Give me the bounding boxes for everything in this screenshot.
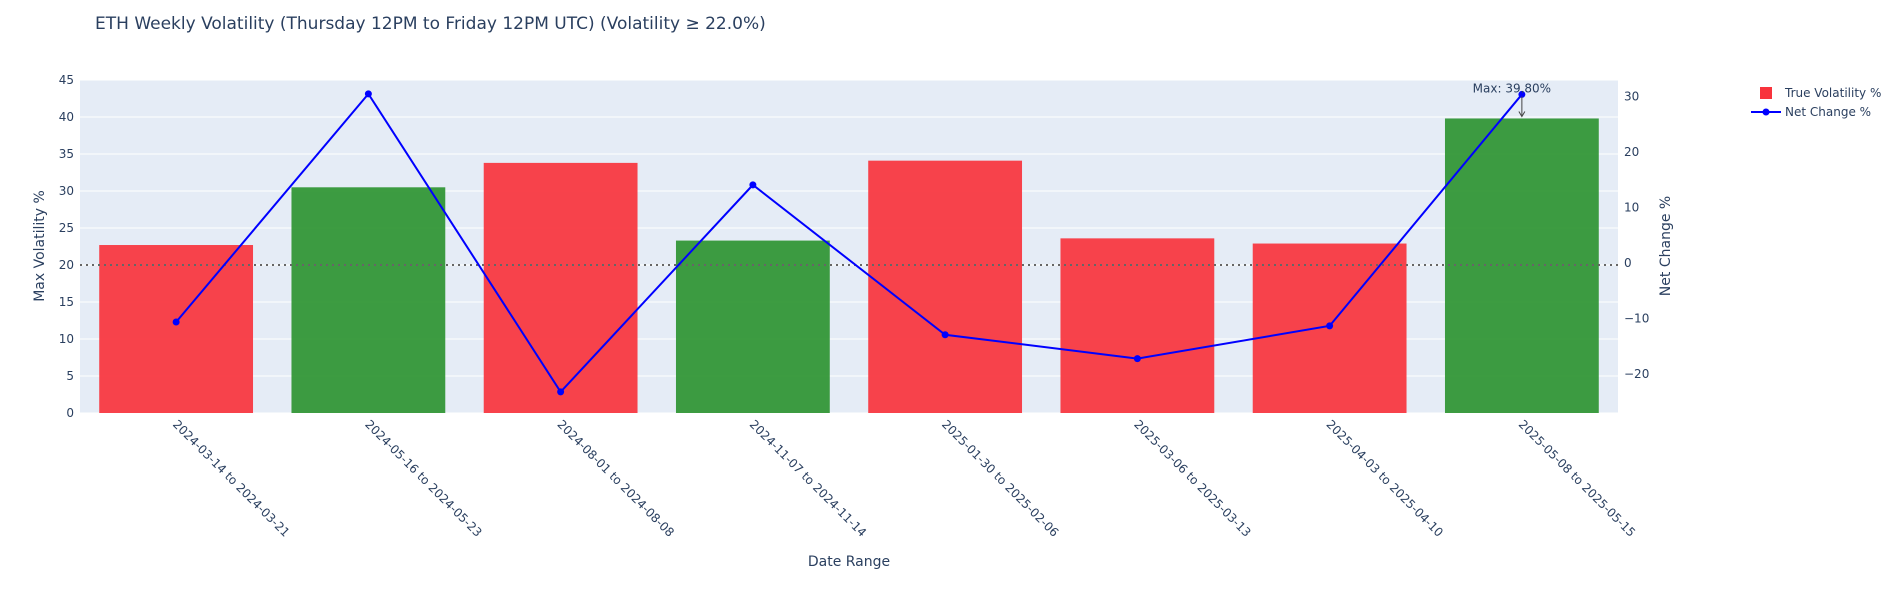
x-tick-label: 2025-04-03 to 2025-04-10	[1324, 417, 1446, 539]
y2-axis-title: Net Change %	[1658, 196, 1674, 296]
y2-tick-label: 30	[1624, 90, 1639, 104]
legend: True Volatility % Net Change %	[1751, 86, 1881, 119]
y-tick-label: 45	[59, 73, 74, 87]
volatility-bar	[868, 160, 1023, 413]
y-tick-label: 35	[59, 147, 74, 161]
net-change-point	[941, 331, 949, 339]
y-tick-label: 15	[59, 295, 74, 309]
y-tick-label: 10	[59, 332, 74, 346]
y-tick-label: 5	[66, 369, 74, 383]
max-annotation: Max: 39.80%	[1473, 81, 1551, 118]
y2-tick-label: −20	[1624, 367, 1649, 381]
y-tick-label: 25	[59, 221, 74, 235]
left-axis-ticks: 0 5 10 15 20 25 30 35 40 45	[59, 73, 74, 420]
chart-title: ETH Weekly Volatility (Thursday 12PM to …	[95, 14, 766, 34]
net-change-point	[1133, 355, 1141, 363]
x-tick-label: 2025-01-30 to 2025-02-06	[939, 417, 1061, 539]
x-tick-label: 2025-05-08 to 2025-05-15	[1516, 417, 1638, 539]
annotation-text: Max: 39.80%	[1473, 81, 1551, 95]
y-tick-label: 20	[59, 258, 74, 272]
legend-label: True Volatility %	[1784, 86, 1881, 100]
y2-tick-label: 10	[1624, 201, 1639, 215]
legend-bar-swatch	[1760, 87, 1772, 99]
volatility-bar	[483, 162, 638, 413]
y-axis-title: Max Volatility %	[32, 190, 48, 302]
x-tick-label: 2024-03-14 to 2024-03-21	[170, 417, 292, 539]
y-tick-label: 0	[66, 406, 74, 420]
x-tick-label: 2024-11-07 to 2024-11-14	[747, 417, 869, 539]
y2-tick-label: 0	[1624, 256, 1632, 270]
x-tick-label: 2024-05-16 to 2024-05-23	[362, 417, 484, 539]
volatility-bar	[291, 187, 446, 413]
net-change-path	[175, 92, 1523, 394]
net-change-point	[557, 388, 565, 396]
net-change-point	[1518, 90, 1526, 98]
volatility-bar	[99, 245, 254, 413]
x-tick-label: 2025-03-06 to 2025-03-13	[1131, 417, 1253, 539]
net-change-line	[172, 90, 1526, 396]
right-axis-ticks: −20 −10 0 10 20 30	[1624, 90, 1649, 381]
bars	[99, 118, 1599, 413]
x-axis-title: Date Range	[808, 554, 890, 570]
legend-label: Net Change %	[1785, 105, 1871, 119]
y-tick-label: 30	[59, 184, 74, 198]
net-change-point	[364, 90, 372, 98]
x-axis-ticks: 2024-03-14 to 2024-03-21 2024-05-16 to 20…	[170, 417, 1638, 539]
net-change-point	[172, 318, 180, 326]
y2-tick-label: 20	[1624, 145, 1639, 159]
volatility-bar	[675, 240, 830, 413]
x-tick-label: 2024-08-01 to 2024-08-08	[555, 417, 677, 539]
y2-tick-label: −10	[1624, 312, 1649, 326]
y-tick-label: 40	[59, 110, 74, 124]
net-change-point	[749, 181, 757, 189]
net-change-point	[1326, 322, 1334, 330]
volatility-bar	[1060, 238, 1215, 413]
